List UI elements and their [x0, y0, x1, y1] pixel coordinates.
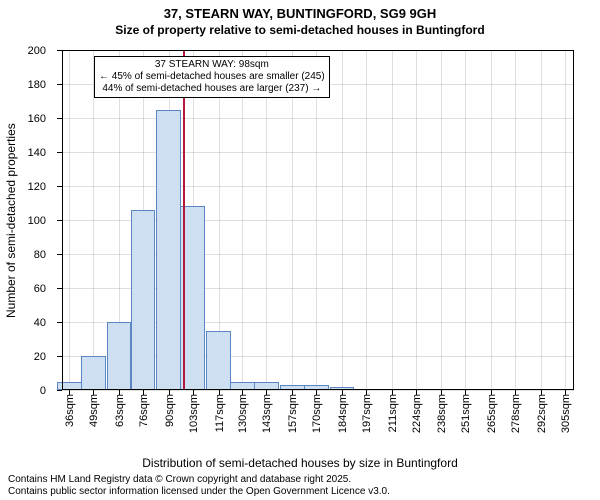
footer-line-1: Contains HM Land Registry data © Crown c…	[8, 474, 390, 486]
annotation-line-1: 37 STEARN WAY: 98sqm	[99, 59, 325, 71]
annotation-box: 37 STEARN WAY: 98sqm← 45% of semi-detach…	[94, 56, 330, 98]
histogram-bar	[230, 382, 255, 391]
grid-line	[266, 50, 267, 390]
histogram-bar	[280, 385, 305, 390]
histogram-bar	[156, 110, 181, 391]
grid-line	[242, 50, 243, 390]
annotation-line-2: ← 45% of semi-detached houses are smalle…	[99, 71, 325, 83]
grid-line	[515, 50, 516, 390]
footer-credits: Contains HM Land Registry data © Crown c…	[8, 474, 390, 498]
plot-area: 02040608010012014016018020036sqm49sqm63s…	[62, 50, 574, 390]
ytick-mark	[57, 220, 62, 221]
histogram-bar	[107, 322, 132, 390]
ytick-mark	[57, 118, 62, 119]
reference-line	[183, 50, 185, 390]
grid-line	[392, 50, 393, 390]
grid-line	[316, 50, 317, 390]
histogram-bar	[131, 210, 156, 390]
histogram-bar	[304, 385, 329, 390]
grid-line	[491, 50, 492, 390]
ytick-mark	[57, 84, 62, 85]
grid-line	[342, 50, 343, 390]
chart-title: 37, STEARN WAY, BUNTINGFORD, SG9 9GH	[0, 0, 600, 21]
grid-line	[366, 50, 367, 390]
chart-subtitle: Size of property relative to semi-detach…	[0, 23, 600, 37]
grid-line	[416, 50, 417, 390]
grid-line	[69, 50, 70, 390]
grid-line	[62, 390, 574, 391]
ytick-mark	[57, 288, 62, 289]
histogram-bar	[81, 356, 106, 390]
histogram-bar	[206, 331, 231, 391]
ytick-mark	[57, 254, 62, 255]
grid-line	[465, 50, 466, 390]
grid-line	[62, 118, 574, 119]
grid-line	[541, 50, 542, 390]
histogram-bar	[254, 382, 279, 391]
grid-line	[62, 186, 574, 187]
y-axis-label: Number of semi-detached properties	[4, 123, 18, 318]
x-axis-label: Distribution of semi-detached houses by …	[0, 456, 600, 470]
ytick-mark	[57, 322, 62, 323]
chart-container: 37, STEARN WAY, BUNTINGFORD, SG9 9GH Siz…	[0, 0, 600, 500]
grid-line	[93, 50, 94, 390]
grid-line	[565, 50, 566, 390]
ytick-mark	[57, 356, 62, 357]
ytick-mark	[57, 186, 62, 187]
grid-line	[441, 50, 442, 390]
histogram-bar	[57, 382, 82, 391]
ytick-mark	[57, 152, 62, 153]
grid-line	[62, 152, 574, 153]
footer-line-2: Contains public sector information licen…	[8, 486, 390, 498]
grid-line	[292, 50, 293, 390]
ytick-mark	[57, 390, 62, 391]
annotation-line-3: 44% of semi-detached houses are larger (…	[99, 83, 325, 95]
grid-line	[62, 50, 574, 51]
histogram-bar	[330, 387, 355, 390]
ytick-mark	[57, 50, 62, 51]
